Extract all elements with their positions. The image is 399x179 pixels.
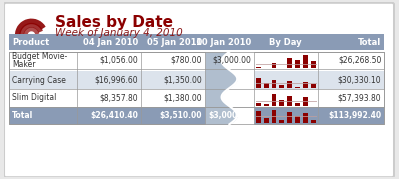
Text: $8,357.80: $8,357.80 — [100, 93, 138, 102]
Bar — [279, 100, 284, 106]
Bar — [287, 58, 292, 68]
Text: 05 Jan 2010: 05 Jan 2010 — [147, 38, 202, 47]
Text: $26,268.50: $26,268.50 — [338, 55, 381, 64]
Text: 04 Jan 2010: 04 Jan 2010 — [83, 38, 138, 47]
Bar — [256, 111, 261, 123]
Text: By Day: By Day — [269, 38, 302, 47]
Text: $3,000.00: $3,000.00 — [212, 55, 251, 64]
Bar — [9, 89, 384, 107]
Bar — [287, 81, 292, 88]
Text: $3,510.00: $3,510.00 — [160, 111, 202, 120]
Bar — [264, 104, 269, 106]
Text: Product: Product — [12, 38, 49, 47]
Bar — [295, 86, 300, 88]
Bar — [271, 63, 277, 68]
Text: $30,330.10: $30,330.10 — [338, 76, 381, 85]
Text: $113,992.40: $113,992.40 — [328, 111, 381, 120]
Text: $3,000.00: $3,000.00 — [208, 111, 251, 120]
Text: Slim Digital: Slim Digital — [12, 93, 56, 102]
Text: $1,350.00: $1,350.00 — [163, 76, 202, 85]
Bar — [256, 67, 261, 68]
Bar — [303, 82, 308, 88]
Bar — [256, 103, 261, 106]
Bar — [295, 116, 300, 123]
Bar — [279, 120, 284, 123]
Text: $26,410.40: $26,410.40 — [91, 111, 138, 120]
Bar — [264, 83, 269, 88]
Bar — [311, 84, 316, 88]
Bar — [279, 85, 284, 88]
Bar — [287, 96, 292, 106]
Text: Sales by Date: Sales by Date — [55, 15, 173, 30]
Bar — [264, 118, 269, 123]
Bar — [303, 55, 308, 68]
Bar — [9, 52, 384, 124]
Bar — [9, 34, 384, 52]
Text: $780.00: $780.00 — [170, 55, 202, 64]
Bar — [303, 113, 308, 123]
Bar — [9, 50, 384, 69]
Bar — [287, 112, 292, 123]
Bar — [9, 71, 384, 89]
Text: $16,996.60: $16,996.60 — [95, 76, 138, 85]
Bar — [271, 95, 277, 106]
Text: 10 Jan 2010: 10 Jan 2010 — [196, 38, 251, 47]
Text: $57,393.80: $57,393.80 — [338, 93, 381, 102]
Bar — [311, 61, 316, 68]
Bar — [9, 107, 384, 124]
Bar — [271, 110, 277, 123]
Text: Total: Total — [12, 111, 33, 120]
Text: Carrying Case: Carrying Case — [12, 76, 66, 85]
Text: $1,380.00: $1,380.00 — [163, 93, 202, 102]
Bar — [295, 60, 300, 68]
Bar — [311, 120, 316, 123]
Text: Maker: Maker — [12, 60, 36, 69]
Bar — [256, 78, 261, 88]
Bar — [295, 103, 300, 106]
FancyBboxPatch shape — [4, 3, 394, 177]
Text: Week of January 4, 2010: Week of January 4, 2010 — [55, 28, 183, 38]
Text: Total: Total — [358, 38, 381, 47]
Text: $1,056.00: $1,056.00 — [99, 55, 138, 64]
Bar — [271, 80, 277, 88]
Text: Budget Movie-: Budget Movie- — [12, 52, 67, 61]
Bar — [303, 97, 308, 106]
